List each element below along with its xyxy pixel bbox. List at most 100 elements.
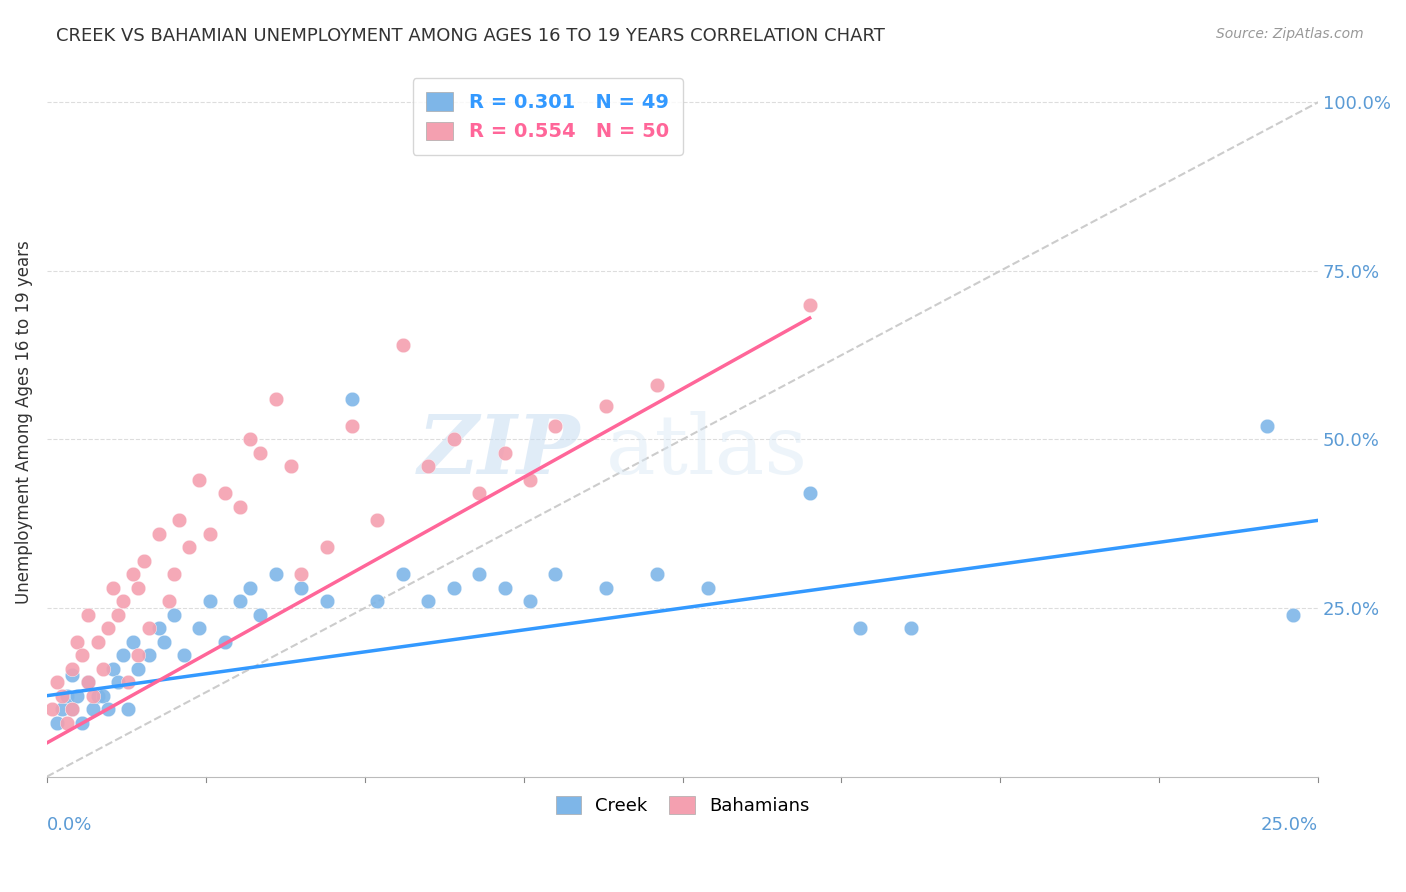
Point xyxy=(117,702,139,716)
Point xyxy=(595,581,617,595)
Point xyxy=(87,634,110,648)
Point xyxy=(519,473,541,487)
Text: CREEK VS BAHAMIAN UNEMPLOYMENT AMONG AGES 16 TO 19 YEARS CORRELATION CHART: CREEK VS BAHAMIAN UNEMPLOYMENT AMONG AGE… xyxy=(56,27,886,45)
Point xyxy=(138,648,160,663)
Point xyxy=(72,715,94,730)
Point xyxy=(51,689,73,703)
Point xyxy=(107,675,129,690)
Text: 0.0%: 0.0% xyxy=(46,815,93,833)
Point xyxy=(72,648,94,663)
Point xyxy=(340,419,363,434)
Point xyxy=(91,689,114,703)
Point xyxy=(101,581,124,595)
Point xyxy=(494,581,516,595)
Point xyxy=(290,581,312,595)
Point xyxy=(122,567,145,582)
Point xyxy=(132,554,155,568)
Point xyxy=(340,392,363,406)
Point xyxy=(494,446,516,460)
Point xyxy=(127,662,149,676)
Point xyxy=(290,567,312,582)
Point xyxy=(697,581,720,595)
Point xyxy=(60,702,83,716)
Point xyxy=(56,689,79,703)
Point xyxy=(101,662,124,676)
Point xyxy=(519,594,541,608)
Point xyxy=(127,581,149,595)
Text: atlas: atlas xyxy=(606,411,808,491)
Point xyxy=(87,689,110,703)
Point xyxy=(76,675,98,690)
Point xyxy=(799,297,821,311)
Point xyxy=(122,634,145,648)
Point xyxy=(66,689,89,703)
Point xyxy=(443,433,465,447)
Point xyxy=(229,594,252,608)
Point xyxy=(1256,419,1278,434)
Point xyxy=(188,473,211,487)
Point xyxy=(468,486,491,500)
Point xyxy=(167,513,190,527)
Point xyxy=(214,486,236,500)
Point xyxy=(188,621,211,635)
Point xyxy=(1281,607,1303,622)
Point xyxy=(544,567,567,582)
Point xyxy=(153,634,176,648)
Text: Source: ZipAtlas.com: Source: ZipAtlas.com xyxy=(1216,27,1364,41)
Point xyxy=(112,648,135,663)
Point xyxy=(392,338,415,352)
Point xyxy=(157,594,180,608)
Point xyxy=(198,594,221,608)
Point xyxy=(60,662,83,676)
Point xyxy=(179,541,201,555)
Point xyxy=(239,433,262,447)
Point xyxy=(163,567,186,582)
Point xyxy=(82,702,104,716)
Point xyxy=(595,399,617,413)
Point xyxy=(46,715,69,730)
Point xyxy=(56,715,79,730)
Point xyxy=(148,621,170,635)
Point xyxy=(799,486,821,500)
Point xyxy=(229,500,252,514)
Point xyxy=(76,607,98,622)
Point xyxy=(366,594,388,608)
Point xyxy=(443,581,465,595)
Point xyxy=(249,607,271,622)
Point xyxy=(264,567,287,582)
Point xyxy=(66,634,89,648)
Point xyxy=(239,581,262,595)
Point xyxy=(645,567,668,582)
Point xyxy=(366,513,388,527)
Text: ZIP: ZIP xyxy=(418,411,581,491)
Point xyxy=(107,607,129,622)
Point xyxy=(76,675,98,690)
Point xyxy=(163,607,186,622)
Point xyxy=(900,621,922,635)
Point xyxy=(41,702,63,716)
Point xyxy=(97,621,120,635)
Point xyxy=(91,662,114,676)
Point xyxy=(46,675,69,690)
Point xyxy=(112,594,135,608)
Point xyxy=(51,702,73,716)
Point xyxy=(264,392,287,406)
Point xyxy=(173,648,195,663)
Point xyxy=(418,459,440,474)
Point xyxy=(849,621,872,635)
Point xyxy=(392,567,415,582)
Point xyxy=(198,526,221,541)
Point xyxy=(315,594,337,608)
Point xyxy=(60,668,83,682)
Point xyxy=(214,634,236,648)
Point xyxy=(127,648,149,663)
Point xyxy=(544,419,567,434)
Point xyxy=(645,378,668,392)
Legend: Creek, Bahamians: Creek, Bahamians xyxy=(547,788,818,824)
Point xyxy=(117,675,139,690)
Point xyxy=(418,594,440,608)
Point xyxy=(97,702,120,716)
Y-axis label: Unemployment Among Ages 16 to 19 years: Unemployment Among Ages 16 to 19 years xyxy=(15,241,32,605)
Text: 25.0%: 25.0% xyxy=(1261,815,1319,833)
Point xyxy=(468,567,491,582)
